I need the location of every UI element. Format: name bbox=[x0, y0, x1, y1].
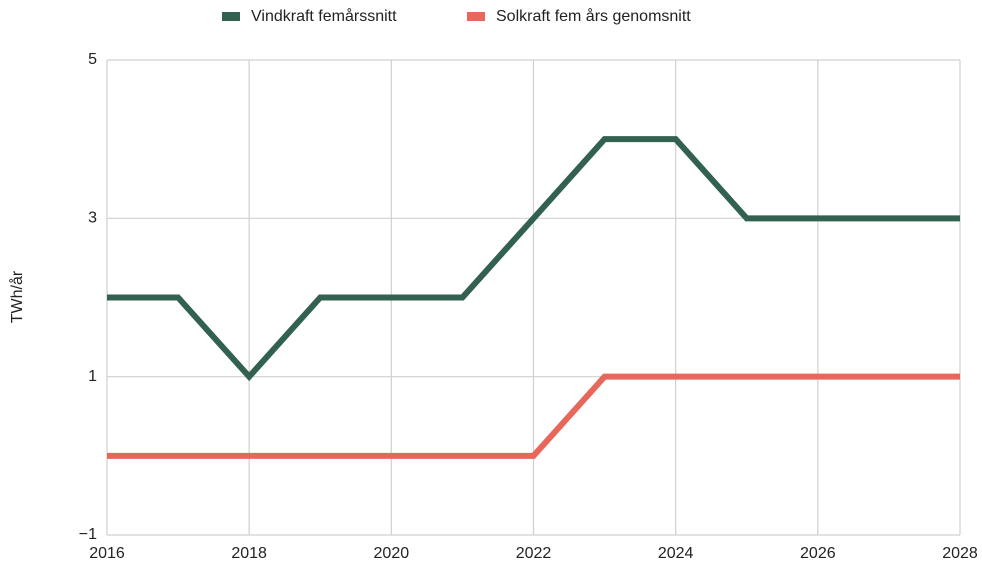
legend-label: Vindkraft femårssnitt bbox=[251, 7, 397, 25]
y-tick-label: 5 bbox=[88, 51, 97, 68]
y-tick-label: 3 bbox=[88, 210, 97, 227]
x-tick-label: 2026 bbox=[800, 545, 836, 562]
x-tick-label: 2016 bbox=[89, 545, 125, 562]
legend-swatch bbox=[222, 12, 240, 21]
x-tick-label: 2028 bbox=[942, 545, 978, 562]
series-line bbox=[107, 373, 960, 459]
y-axis-label: TWh/år bbox=[8, 270, 26, 323]
x-tick-label: 2024 bbox=[658, 545, 694, 562]
series-line bbox=[107, 136, 960, 382]
y-tick-label: −1 bbox=[79, 526, 97, 543]
legend-label: Solkraft fem års genomsnitt bbox=[496, 7, 691, 25]
x-tick-label: 2018 bbox=[231, 545, 267, 562]
legend-swatch bbox=[467, 12, 485, 21]
x-tick-label: 2022 bbox=[516, 545, 552, 562]
y-tick-label: 1 bbox=[88, 368, 97, 385]
x-tick-label: 2020 bbox=[374, 545, 410, 562]
